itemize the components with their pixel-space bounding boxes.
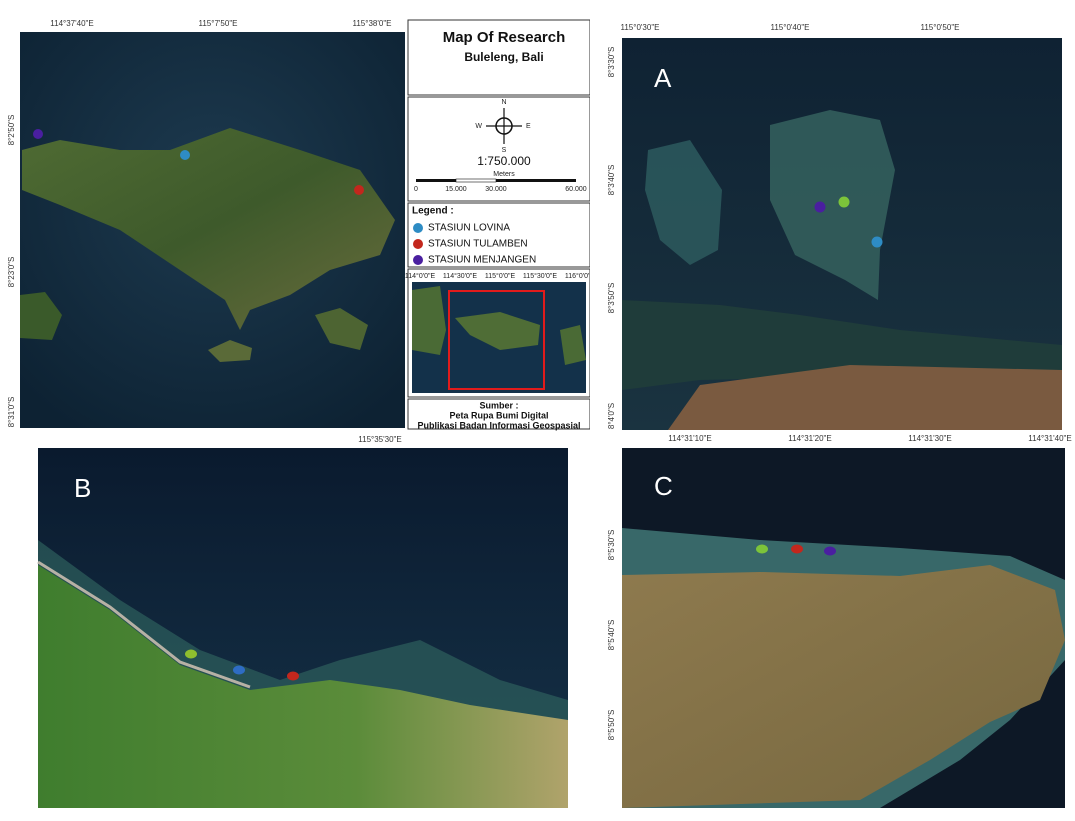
- scale-tick: 15.000: [445, 186, 467, 193]
- station-marker: [839, 197, 850, 208]
- source-line: Peta Rupa Bumi Digital: [449, 410, 548, 420]
- station-marker: [233, 666, 245, 675]
- panel-c: C 114°31'10"E 114°31'20"E 114°31'30"E 114°3…: [607, 434, 1072, 808]
- figure: 114°37'40"E 115°7'50"E 115°38'0"E 8°2'50…: [0, 0, 1075, 821]
- station-marker: [33, 129, 43, 139]
- sidebar: Map Of Research Buleleng, Bali N S E W 1…: [405, 20, 596, 430]
- scale-ratio: 1:750.000: [477, 154, 531, 168]
- compass-s: S: [502, 147, 507, 154]
- coord-label: 114°0'0"E: [405, 272, 436, 280]
- coord-label: 8°2'50"S: [7, 115, 16, 146]
- scale-tick: 60.000: [565, 186, 587, 193]
- station-marker: [185, 650, 197, 659]
- scale-bar: [456, 179, 496, 182]
- scale-unit: Meters: [493, 171, 515, 178]
- scale-bar: [496, 179, 576, 182]
- inset-java: [412, 286, 446, 355]
- panel-letter: C: [654, 471, 673, 501]
- coord-label: 114°31'40"E: [1028, 434, 1071, 443]
- scale-bar: [416, 179, 456, 182]
- station-marker: [791, 545, 803, 554]
- panel-a: A 115°0'30"E 115°0'40"E 115°0'50"E 8°3'30"S…: [590, 10, 1075, 430]
- coord-label: 114°37'40"E: [50, 19, 93, 28]
- source-line: Publikasi Badan Informasi Geospasial: [417, 420, 580, 430]
- coord-label: 8°5'50"S: [607, 710, 616, 741]
- station-marker: [872, 237, 883, 248]
- coord-label: 114°31'20"E: [788, 434, 831, 443]
- coord-label: 8°3'40"S: [607, 165, 616, 196]
- station-marker: [354, 185, 364, 195]
- scale-tick: 30.000: [485, 186, 507, 193]
- main-map: 114°37'40"E 115°7'50"E 115°38'0"E 8°2'50…: [7, 19, 405, 428]
- coord-label: 8°23'0"S: [7, 257, 16, 288]
- station-marker: [287, 672, 299, 681]
- compass-n: N: [501, 99, 506, 106]
- coord-label: 115°30'0"E: [523, 272, 557, 280]
- scale-tick: 0: [414, 186, 418, 193]
- station-marker: [180, 150, 190, 160]
- map-subtitle: Buleleng, Bali: [464, 50, 543, 64]
- compass-w: W: [475, 123, 482, 130]
- coord-label: 8°3'30"S: [607, 47, 616, 78]
- source-title: Sumber :: [479, 400, 518, 410]
- legend-title: Legend :: [412, 206, 454, 217]
- coord-label: 115°7'50"E: [198, 19, 237, 28]
- coord-label: 115°0'40"E: [770, 23, 809, 32]
- compass-e: E: [526, 123, 531, 130]
- legend-label: STASIUN TULAMBEN: [428, 239, 528, 250]
- coord-label: 8°5'40"S: [607, 620, 616, 651]
- coord-label: 115°0'50"E: [920, 23, 959, 32]
- coord-label: 115°0'30"E: [620, 23, 659, 32]
- map-title: Map Of Research: [443, 29, 566, 46]
- coord-label: 114°30'0"E: [443, 272, 477, 280]
- coord-label: 8°3'50"S: [607, 283, 616, 314]
- coord-label: 8°4'0"S: [607, 403, 616, 429]
- panel-b: B 115°35'30"E: [38, 435, 568, 808]
- coord-label: 8°31'0"S: [7, 397, 16, 428]
- station-marker: [815, 202, 826, 213]
- legend-label: STASIUN LOVINA: [428, 223, 510, 234]
- legend-swatch: [413, 239, 423, 249]
- panel-letter: B: [74, 473, 91, 503]
- legend-swatch: [413, 223, 423, 233]
- legend-label: STASIUN MENJANGEN: [428, 255, 536, 266]
- legend-swatch: [413, 255, 423, 265]
- coord-label: 8°5'30"S: [607, 530, 616, 561]
- coord-label: 115°38'0"E: [352, 19, 391, 28]
- station-marker: [756, 545, 768, 554]
- coord-label: 115°35'30"E: [358, 435, 401, 444]
- coord-label: 114°31'10"E: [668, 434, 711, 443]
- panel-letter: A: [654, 63, 672, 93]
- coord-label: 115°0'0"E: [485, 272, 516, 280]
- station-marker: [824, 547, 836, 556]
- coord-label: 114°31'30"E: [908, 434, 951, 443]
